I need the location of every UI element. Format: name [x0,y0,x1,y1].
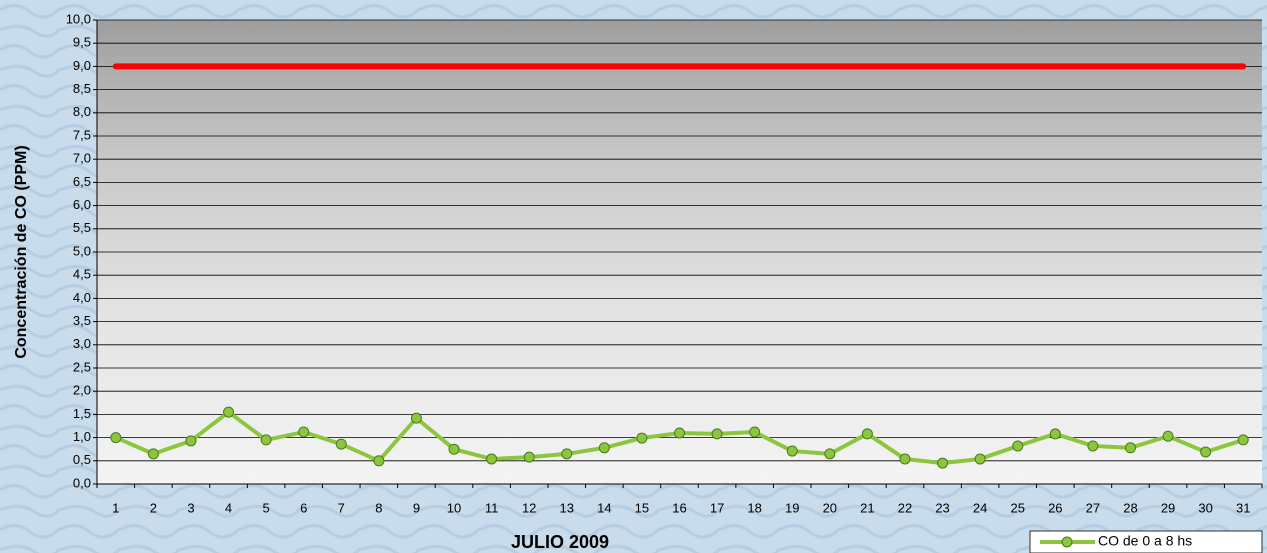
y-tick-label: 4,0 [73,290,91,305]
y-tick-label: 8,0 [73,104,91,119]
point [1200,446,1212,458]
y-tick-label: 1,5 [73,406,91,421]
legend-box [1029,530,1263,553]
x-tick-label: 18 [747,500,761,515]
x-tick-label: 21 [860,500,874,515]
x-tick-label: 14 [597,500,611,515]
x-tick-label: 25 [1010,500,1024,515]
point [937,457,949,469]
point [260,434,272,446]
y-tick-label: 3,0 [73,336,91,351]
point [786,445,798,457]
point [335,438,347,450]
x-tick-label: 3 [187,500,194,515]
point [636,432,648,444]
point [486,453,498,465]
point [1162,430,1174,442]
x-tick-label: 27 [1086,500,1100,515]
x-tick-label: 29 [1161,500,1175,515]
x-tick-label: 4 [225,500,232,515]
y-tick-label: 5,0 [73,243,91,258]
point [674,427,685,439]
point [974,453,986,465]
x-tick-label: 30 [1198,500,1212,515]
legend-marker [1061,536,1073,548]
point [523,451,535,463]
y-tick-label: 6,0 [73,197,91,212]
point [448,443,460,455]
y-axis-label: Concentración de CO (PPM) [13,145,30,358]
x-tick-label: 13 [560,500,574,515]
x-tick-label: 22 [898,500,912,515]
point [711,428,723,440]
point [223,406,235,418]
point [561,448,573,460]
y-tick-label: 10,0 [66,11,91,26]
x-tick-label: 20 [823,500,837,515]
point [298,426,310,438]
point [1237,434,1249,446]
y-tick-label: 8,5 [73,81,91,96]
point [1087,440,1099,452]
point [147,448,159,460]
point [373,455,385,467]
y-tick-label: 9,0 [73,58,91,73]
x-tick-label: 26 [1048,500,1062,515]
x-tick-label: 2 [150,500,157,515]
x-tick-label: 7 [338,500,345,515]
x-tick-label: 1 [112,500,119,515]
x-tick-label: 31 [1236,500,1250,515]
x-tick-label: 9 [413,500,420,515]
x-tick-label: 6 [300,500,307,515]
y-tick-label: 6,5 [73,174,91,189]
x-tick-label: 8 [375,500,382,515]
y-tick-label: 0,5 [73,452,91,467]
point [1012,440,1024,452]
point [1049,428,1061,440]
x-axis-label: JULIO 2009 [511,532,609,552]
point [185,435,197,447]
point [1124,442,1136,454]
x-tick-label: 5 [262,500,269,515]
y-tick-label: 7,5 [73,127,91,142]
y-tick-label: 2,5 [73,359,91,374]
x-tick-label: 12 [522,500,536,515]
x-tick-label: 17 [710,500,724,515]
y-tick-label: 9,5 [73,35,91,50]
point [598,442,610,454]
y-tick-label: 1,0 [73,429,91,444]
x-tick-label: 24 [973,500,987,515]
point [110,432,122,444]
y-tick-label: 0,0 [73,475,91,490]
legend-label: CO de 0 a 8 hs [1098,533,1192,549]
x-tick-label: 16 [672,500,686,515]
y-tick-label: 5,5 [73,220,91,235]
legend: CO de 0 a 8 hs [1029,530,1263,553]
point [410,412,422,424]
point [749,426,761,438]
x-tick-label: 23 [935,500,949,515]
x-tick-label: 10 [447,500,461,515]
point [824,448,836,460]
y-tick-label: 3,5 [73,313,91,328]
y-tick-label: 7,0 [73,151,91,166]
point [899,453,911,465]
x-tick-label: 28 [1123,500,1137,515]
y-tick-label: 2,0 [73,383,91,398]
x-tick-label: 19 [785,500,799,515]
x-tick-label: 11 [485,500,499,515]
point [861,428,873,440]
y-tick-label: 4,5 [73,267,91,282]
x-tick-label: 15 [635,500,649,515]
